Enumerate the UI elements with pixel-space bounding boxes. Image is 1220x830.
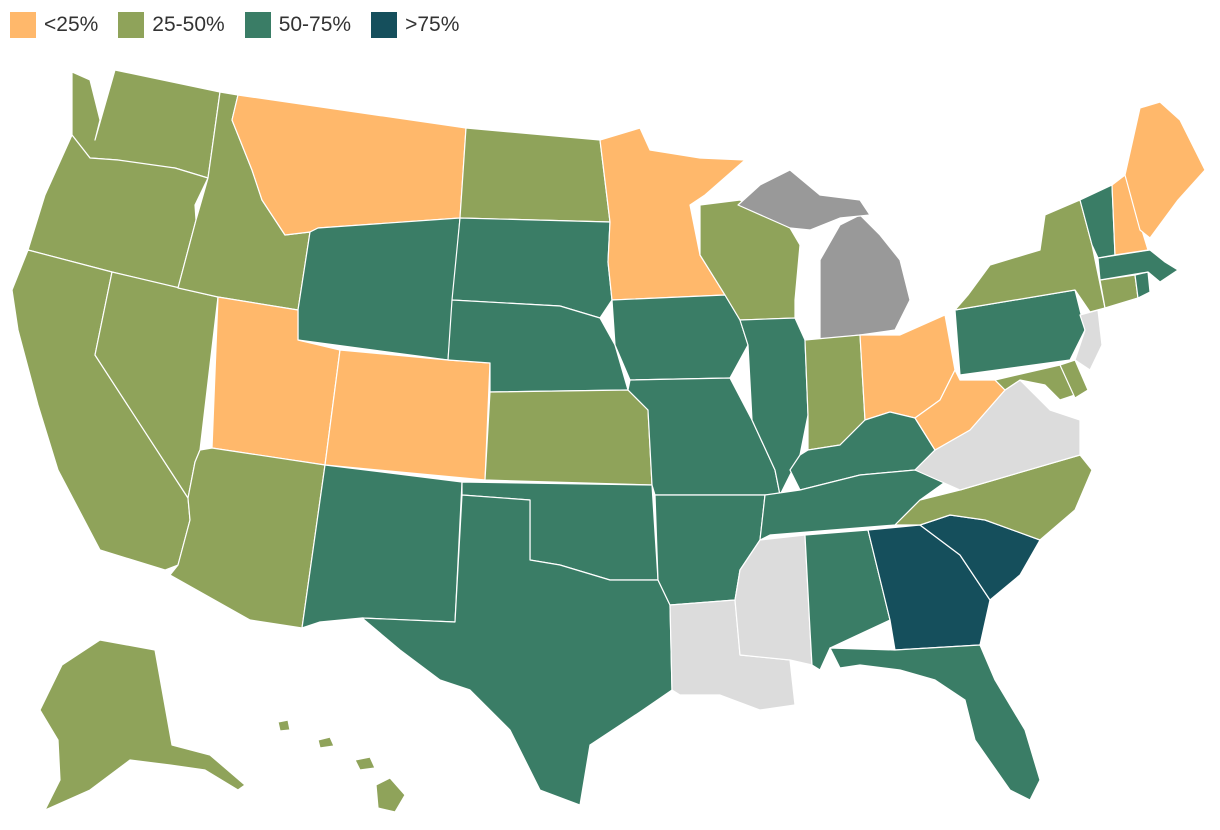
legend-swatch-over-75	[371, 12, 398, 38]
legend-item-50-75: 50-75%	[244, 12, 352, 38]
legend: <25% 25-50% 50-75% >75%	[10, 12, 479, 38]
state-rhode-island[interactable]	[1134, 271, 1151, 299]
state-arizona[interactable]	[169, 447, 326, 629]
state-north-carolina[interactable]	[894, 454, 1093, 541]
state-texas[interactable]	[361, 494, 673, 806]
state-iowa[interactable]	[611, 294, 749, 381]
state-oregon[interactable]	[27, 134, 209, 289]
state-new-york[interactable]	[954, 199, 1106, 313]
state-michigan-upper[interactable]	[737, 169, 871, 231]
state-west-virginia[interactable]	[914, 369, 1006, 451]
state-new-mexico[interactable]	[301, 464, 463, 629]
legend-label: <25%	[44, 13, 99, 36]
legend-item-25-50: 25-50%	[118, 12, 225, 38]
state-north-dakota[interactable]	[459, 127, 611, 223]
state-massachusetts[interactable]	[1097, 249, 1179, 283]
state-wyoming[interactable]	[297, 217, 461, 361]
state-florida[interactable]	[829, 644, 1041, 801]
legend-label: 50-75%	[278, 13, 352, 36]
legend-swatch-25-50	[118, 12, 145, 38]
legend-swatch-under-25	[10, 12, 36, 38]
state-maine[interactable]	[1124, 101, 1206, 239]
state-minnesota[interactable]	[599, 127, 746, 301]
state-hawaii-big-island[interactable]	[375, 777, 406, 813]
state-tennessee[interactable]	[759, 469, 956, 541]
legend-item-under-25: <25%	[10, 12, 98, 38]
legend-swatch-50-75	[244, 12, 271, 38]
state-vermont[interactable]	[1079, 184, 1116, 259]
legend-label: 25-50%	[152, 13, 225, 36]
state-new-hampshire[interactable]	[1111, 174, 1149, 256]
state-hawaii-kauai[interactable]	[277, 719, 291, 732]
state-illinois[interactable]	[739, 317, 809, 496]
state-kansas[interactable]	[484, 389, 653, 486]
state-delaware[interactable]	[1059, 359, 1089, 399]
state-hawaii-oahu[interactable]	[317, 736, 335, 749]
state-connecticut[interactable]	[1099, 274, 1139, 309]
legend-item-over-75: >75%	[371, 12, 459, 38]
state-michigan-lower[interactable]	[819, 214, 911, 341]
legend-label: >75%	[405, 13, 460, 36]
state-alaska[interactable]	[39, 639, 246, 811]
state-hawaii-maui[interactable]	[354, 756, 376, 771]
state-colorado[interactable]	[324, 349, 491, 481]
